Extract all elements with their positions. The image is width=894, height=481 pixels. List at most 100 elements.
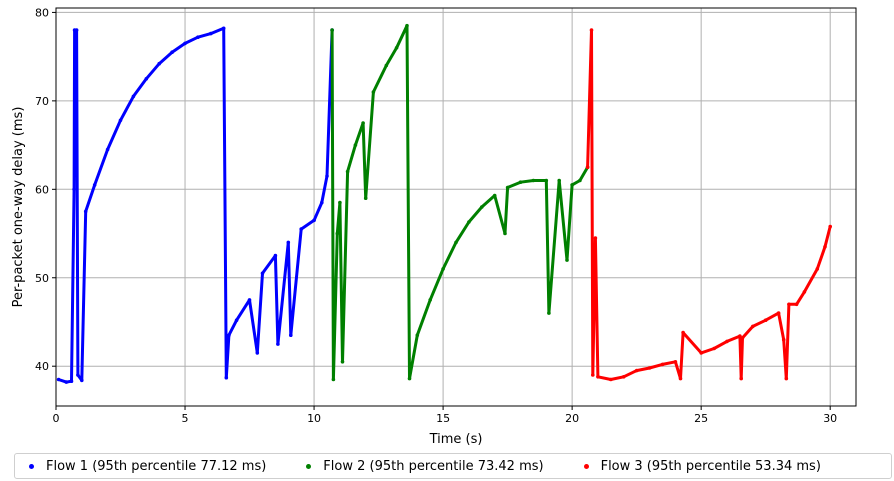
x-tick-label: 15	[436, 412, 450, 425]
data-point	[371, 90, 376, 94]
data-point	[589, 28, 594, 32]
data-point	[331, 377, 336, 382]
data-point	[647, 366, 652, 370]
data-point	[83, 209, 88, 214]
data-point	[345, 169, 350, 174]
data-point	[183, 41, 187, 46]
data-point	[660, 362, 665, 367]
data-point	[428, 298, 433, 302]
y-axis-title: Per-packet one-way delay (ms)	[11, 107, 26, 308]
chart-svg: 0 5 10 15 20 25 30 40 50 60 70 80 Time (s) Per-pack…	[11, 6, 857, 447]
data-point	[76, 373, 80, 377]
data-point	[320, 200, 324, 205]
data-point	[247, 298, 252, 302]
legend-label: Flow 1 (95th percentile 77.12 ms)	[46, 458, 267, 474]
data-point	[503, 231, 507, 236]
data-point	[763, 318, 768, 323]
data-point	[80, 378, 84, 383]
data-point	[578, 178, 582, 183]
data-point	[673, 360, 678, 364]
data-point	[781, 337, 786, 342]
data-point	[634, 368, 639, 373]
data-point	[209, 31, 213, 36]
series-3	[585, 28, 832, 382]
data-point	[787, 302, 791, 307]
data-point	[492, 193, 497, 198]
data-point	[131, 94, 136, 99]
y-tick-label: 80	[35, 6, 49, 19]
data-point	[828, 224, 832, 229]
data-point	[480, 205, 484, 209]
data-point	[699, 351, 703, 355]
data-point	[609, 377, 613, 382]
y-tick-label: 60	[35, 183, 49, 196]
data-point	[361, 121, 365, 125]
data-point	[585, 165, 590, 169]
data-point	[118, 118, 123, 123]
data-point	[273, 253, 278, 258]
data-point	[353, 143, 358, 147]
data-point	[276, 342, 280, 346]
data-point	[776, 311, 781, 315]
legend-item-flow-3: Flow 3 (95th percentile 53.34 ms)	[583, 459, 821, 474]
axes: 0 5 10 15 20 25 30 40 50 60 70 80	[35, 6, 837, 425]
data-point	[74, 28, 79, 32]
data-point	[312, 218, 316, 223]
data-point	[621, 375, 626, 379]
data-point	[415, 333, 420, 338]
series-trace	[330, 24, 590, 381]
x-tick-label: 0	[53, 412, 60, 425]
data-point	[157, 61, 161, 66]
data-point	[260, 271, 265, 276]
legend-marker	[306, 463, 312, 469]
data-point	[72, 187, 76, 192]
data-point	[557, 178, 561, 183]
x-axis-title: Time (s)	[429, 432, 483, 447]
data-point	[363, 196, 368, 200]
data-point	[531, 178, 536, 183]
x-tick-label: 10	[307, 412, 321, 425]
grid	[55, 8, 856, 406]
data-point	[170, 50, 174, 54]
data-point	[681, 330, 685, 335]
series-1	[56, 26, 334, 384]
data-point	[739, 376, 743, 381]
data-point	[725, 339, 729, 344]
data-point	[405, 23, 409, 28]
data-point	[325, 174, 329, 178]
data-point	[224, 375, 229, 380]
data-point	[802, 290, 807, 294]
data-point	[565, 258, 569, 262]
data-point	[518, 180, 523, 184]
data-point	[227, 333, 231, 338]
y-tick-label: 50	[35, 272, 49, 285]
data-point	[441, 267, 445, 271]
data-point	[384, 63, 389, 68]
data-point	[815, 267, 820, 271]
data-point	[105, 147, 110, 152]
data-point	[330, 28, 334, 32]
data-point	[467, 220, 471, 224]
data-point	[299, 227, 304, 231]
plot-frame	[55, 7, 857, 407]
data-point	[794, 302, 799, 307]
data-point	[407, 376, 412, 381]
data-point	[196, 35, 200, 39]
data-point	[340, 360, 345, 364]
data-point	[740, 336, 745, 340]
data-point	[92, 183, 97, 187]
y-tick-label: 40	[35, 360, 49, 373]
x-tick-label: 20	[565, 412, 579, 425]
legend-label: Flow 2 (95th percentile 73.42 ms)	[323, 458, 544, 474]
data-point	[234, 318, 239, 323]
data-point	[335, 231, 340, 236]
x-tick-label: 30	[823, 412, 837, 425]
data-point	[289, 333, 293, 338]
data-point	[751, 324, 755, 329]
data-point	[454, 240, 458, 245]
data-point	[255, 351, 260, 355]
data-point	[64, 380, 69, 384]
data-point	[338, 200, 342, 205]
data-point	[570, 183, 574, 187]
legend-marker	[583, 463, 589, 469]
